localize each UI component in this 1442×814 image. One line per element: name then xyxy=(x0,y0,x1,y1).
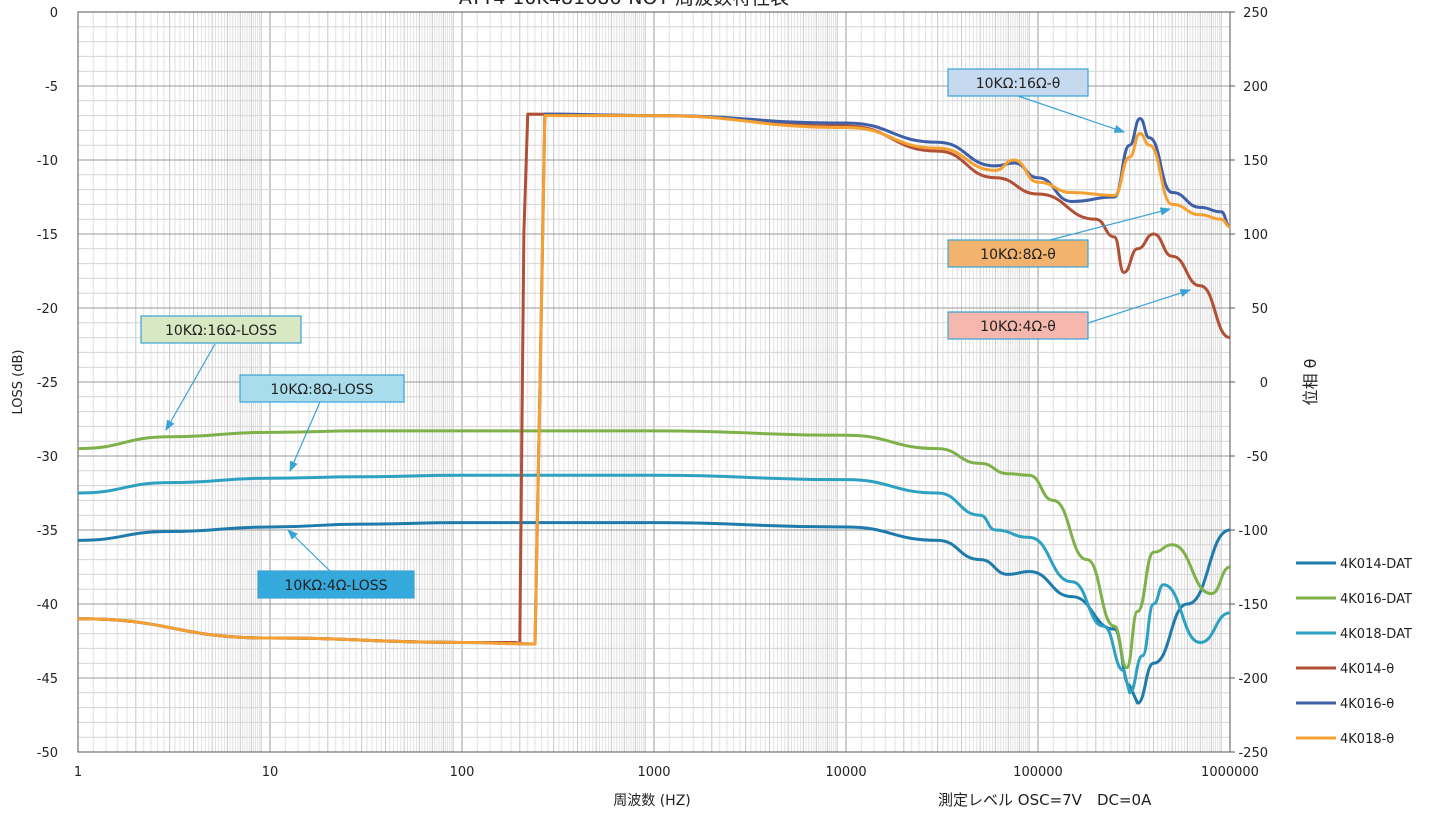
right-y-tick-label: -150 xyxy=(1238,598,1268,613)
left-y-tick-label: -30 xyxy=(37,450,58,465)
x-tick-label: 100000 xyxy=(1013,765,1063,780)
x-tick-label: 10 xyxy=(262,765,279,780)
left-y-tick-label: -5 xyxy=(45,80,58,95)
x-axis-label: 周波数 (HZ) xyxy=(613,793,691,809)
callout-label: 10KΩ:16Ω-θ xyxy=(976,76,1061,92)
right-y-tick-label: 250 xyxy=(1243,6,1268,21)
right-y-tick-label: -50 xyxy=(1247,450,1268,465)
right-y-tick-label: 50 xyxy=(1251,302,1268,317)
x-tick-label: 100 xyxy=(450,765,475,780)
callout-label: 10KΩ:8Ω-θ xyxy=(980,247,1056,263)
series-line-4K018-θ xyxy=(77,114,1231,646)
chart-title: ATT4-10K481686-NOT 周波数特性表 xyxy=(459,0,789,9)
callout-label: 10KΩ:4Ω-θ xyxy=(980,319,1056,335)
right-y-tick-label: -250 xyxy=(1238,746,1268,761)
right-y-tick-label: 150 xyxy=(1243,154,1268,169)
right-y-tick-label: 0 xyxy=(1260,376,1268,391)
callout-arrow xyxy=(1087,288,1192,324)
right-y-ticks: 250 200 150 100 50 0 -50 -100 -150 -200 -250 xyxy=(1230,6,1268,761)
legend-label: 4K016-θ xyxy=(1340,697,1394,712)
left-y-tick-label: -40 xyxy=(37,598,58,613)
left-y-ticks: 0 -5 -10 -15 -20 -25 -30 -35 -40 -45 -50 xyxy=(37,6,58,761)
callout-label: 10KΩ:4Ω-LOSS xyxy=(284,578,387,594)
left-y-tick-label: -50 xyxy=(37,746,58,761)
callout-arrow xyxy=(289,401,321,473)
right-y-tick-label: 100 xyxy=(1243,228,1268,243)
x-tick-label: 1000000 xyxy=(1201,765,1259,780)
callout-arrow xyxy=(1017,95,1126,133)
measurement-note: 測定レベル OSC=7V DC=0A xyxy=(938,791,1152,809)
left-y-tick-label: -25 xyxy=(37,376,58,391)
left-y-tick-label: 0 xyxy=(50,6,58,21)
legend-label: 4K018-DAT xyxy=(1340,627,1412,642)
left-y-tick-label: -10 xyxy=(37,154,58,169)
series-lines xyxy=(77,112,1231,705)
callout-arrow xyxy=(165,343,216,432)
callout-box xyxy=(947,311,1089,340)
series-line-4K016-DAT xyxy=(77,429,1231,670)
legend-label: 4K018-θ xyxy=(1340,732,1394,747)
callout-label: 10KΩ:8Ω-LOSS xyxy=(270,382,373,398)
callout-box xyxy=(257,570,415,599)
x-tick-label: 10000 xyxy=(825,765,866,780)
legend: 4K014-DAT 4K016-DAT 4K018-DAT 4K014-θ 4K016-… xyxy=(1296,557,1412,747)
legend-label: 4K016-DAT xyxy=(1340,592,1412,607)
callout-arrow xyxy=(287,529,331,572)
left-y-tick-label: -45 xyxy=(37,672,58,687)
left-y-tick-label: -35 xyxy=(37,524,58,539)
left-y-axis-label: LOSS (dB) xyxy=(11,350,26,415)
callout-box xyxy=(947,68,1089,97)
left-y-tick-label: -15 xyxy=(37,228,58,243)
left-y-tick-label: -20 xyxy=(37,302,58,317)
x-ticks: 1 10 100 1000 10000 100000 1000000 xyxy=(74,765,1259,780)
right-y-tick-label: -200 xyxy=(1238,672,1268,687)
callout-box xyxy=(239,374,405,403)
x-tick-label: 1 xyxy=(74,765,82,780)
callout-label: 10KΩ:16Ω-LOSS xyxy=(165,323,277,339)
callouts: 10KΩ:16Ω-θ 10KΩ:8Ω-θ 10KΩ:4Ω-θ 10KΩ:16Ω-LOS… xyxy=(140,68,1192,599)
callout-box xyxy=(140,315,302,344)
right-y-axis-label: 位相 θ xyxy=(1301,359,1320,406)
right-y-tick-label: -100 xyxy=(1238,524,1268,539)
legend-label: 4K014-θ xyxy=(1340,662,1394,677)
series-line-4K014-DAT xyxy=(77,521,1231,705)
right-y-tick-label: 200 xyxy=(1243,80,1268,95)
callout-box xyxy=(947,239,1089,268)
x-tick-label: 1000 xyxy=(637,765,670,780)
series-line-4K018-DAT xyxy=(77,473,1231,695)
legend-label: 4K014-DAT xyxy=(1340,557,1412,572)
callout-arrow xyxy=(1049,207,1172,241)
